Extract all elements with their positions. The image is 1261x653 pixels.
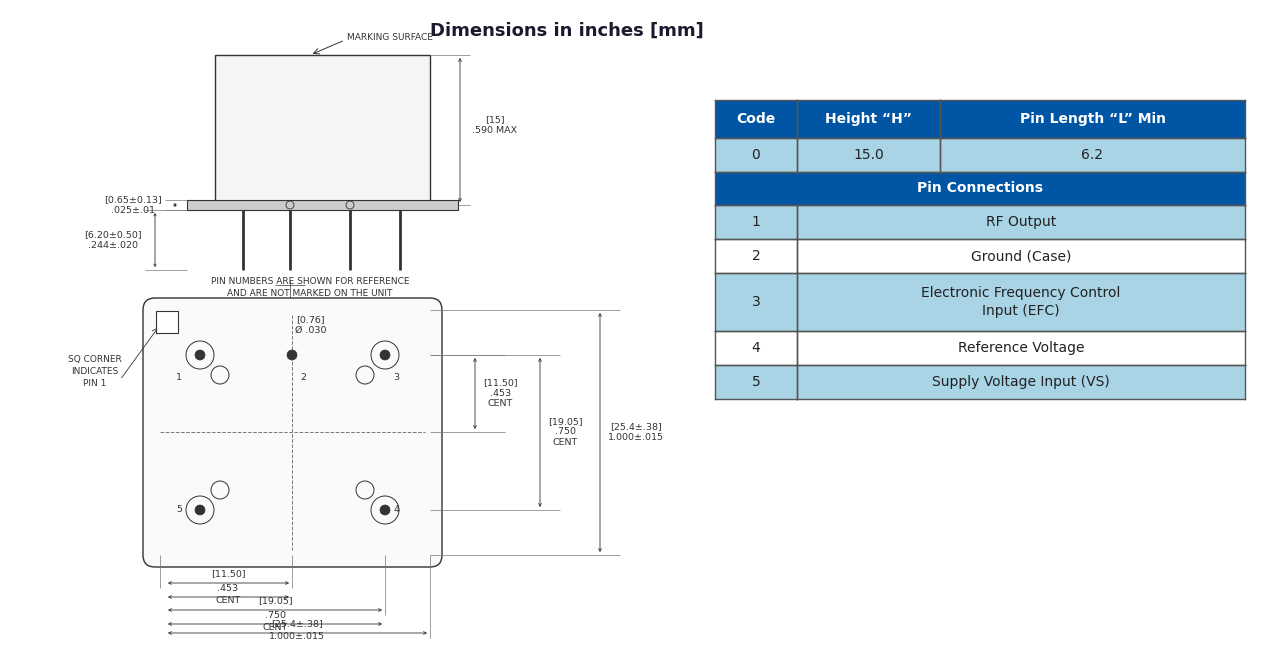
Bar (715, 138, 797, 172)
Text: 3: 3 (752, 295, 760, 309)
Text: Electronic Frequency Control
Input (EFC): Electronic Frequency Control Input (EFC) (922, 287, 1121, 317)
Bar (214, 55, 430, 205)
Bar (797, 365, 1245, 399)
Circle shape (380, 505, 390, 515)
Text: Pin Connections: Pin Connections (917, 182, 1043, 195)
Bar (797, 239, 1245, 273)
Text: [25.4±.38]
1.000±.015: [25.4±.38] 1.000±.015 (608, 422, 665, 441)
Bar (715, 365, 797, 399)
Bar (715, 331, 797, 365)
Text: [0.76]
Ø .030: [0.76] Ø .030 (295, 315, 327, 334)
Bar (156, 311, 178, 333)
Text: Height “H”: Height “H” (825, 112, 912, 126)
Text: 2: 2 (300, 373, 306, 382)
Text: [19.05]: [19.05] (257, 596, 293, 605)
Bar (797, 138, 939, 172)
Bar (939, 138, 1245, 172)
Bar (715, 172, 1245, 205)
Text: Dimensions in inches [mm]: Dimensions in inches [mm] (430, 22, 704, 40)
Text: 0: 0 (752, 148, 760, 162)
Text: [19.05]
.750
CENT: [19.05] .750 CENT (549, 417, 583, 447)
Text: [11.50]
.453
CENT: [11.50] .453 CENT (483, 378, 517, 408)
Text: [15]
.590 MAX: [15] .590 MAX (472, 116, 517, 135)
Text: MARKING SURFACE: MARKING SURFACE (347, 33, 433, 42)
Text: 1.000±.015: 1.000±.015 (269, 632, 325, 641)
Bar (715, 273, 797, 331)
Bar (187, 200, 458, 210)
Bar (715, 239, 797, 273)
Circle shape (195, 350, 206, 360)
Bar (797, 331, 1245, 365)
Text: Reference Voltage: Reference Voltage (958, 341, 1084, 355)
Text: 1: 1 (752, 215, 760, 229)
Bar (797, 100, 939, 138)
Text: .453: .453 (217, 584, 238, 593)
Text: 5: 5 (752, 375, 760, 389)
Text: CENT: CENT (262, 623, 288, 632)
Bar (797, 273, 1245, 331)
Text: 4: 4 (393, 505, 398, 514)
Bar (715, 205, 797, 239)
Text: [0.65±0.13]
.025±.01: [0.65±0.13] .025±.01 (105, 195, 161, 215)
Bar (797, 205, 1245, 239)
Circle shape (380, 350, 390, 360)
Text: 1: 1 (177, 373, 182, 382)
Bar (715, 100, 797, 138)
Circle shape (195, 505, 206, 515)
Text: RF Output: RF Output (986, 215, 1057, 229)
Text: 4: 4 (752, 341, 760, 355)
Text: [6.20±0.50]
.244±.020: [6.20±0.50] .244±.020 (84, 231, 142, 249)
Bar (939, 100, 1245, 138)
Text: PIN NUMBERS ARE SHOWN FOR REFERENCE
AND ARE NOT MARKED ON THE UNIT: PIN NUMBERS ARE SHOWN FOR REFERENCE AND … (211, 278, 410, 298)
Text: SQ CORNER
INDICATES
PIN 1: SQ CORNER INDICATES PIN 1 (68, 355, 122, 388)
Text: Supply Voltage Input (VS): Supply Voltage Input (VS) (932, 375, 1110, 389)
Text: Pin Length “L” Min: Pin Length “L” Min (1019, 112, 1165, 126)
Text: [25.4±.38]: [25.4±.38] (271, 619, 323, 628)
Text: Code: Code (736, 112, 776, 126)
Text: Ground (Case): Ground (Case) (971, 249, 1071, 263)
Circle shape (288, 350, 298, 360)
Text: 5: 5 (177, 505, 182, 514)
Text: [11.50]: [11.50] (211, 569, 246, 578)
Text: 2: 2 (752, 249, 760, 263)
Text: 3: 3 (393, 373, 400, 382)
Text: 6.2: 6.2 (1082, 148, 1103, 162)
Text: .750: .750 (265, 611, 285, 620)
Text: 15.0: 15.0 (854, 148, 884, 162)
Text: CENT: CENT (216, 596, 241, 605)
FancyBboxPatch shape (142, 298, 443, 567)
